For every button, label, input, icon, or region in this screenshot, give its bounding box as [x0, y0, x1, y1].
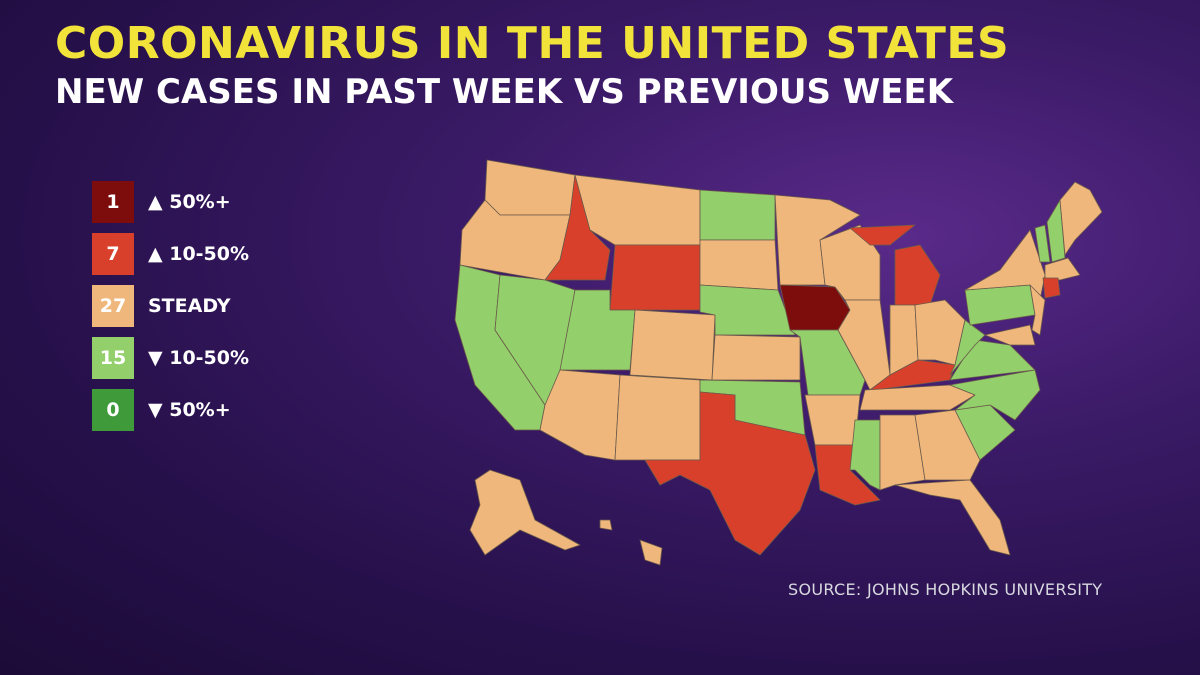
legend-label: ▼ 10-50%: [148, 347, 250, 369]
subtitle: NEW CASES IN PAST WEEK VS PREVIOUS WEEK: [55, 72, 954, 112]
legend-item: 27 STEADY: [92, 280, 249, 332]
legend-item: 15 ▼ 10-50%: [92, 332, 249, 384]
state: [629, 309, 716, 381]
state: [837, 299, 891, 391]
state: [964, 284, 1036, 326]
title: CORONAVIRUS IN THE UNITED STATES: [55, 18, 1010, 69]
state: [1034, 224, 1051, 263]
state: [894, 479, 1011, 556]
state: [984, 324, 1036, 346]
state: [699, 189, 776, 241]
legend: 1 ▲ 50%+ 7 ▲ 10-50% 27 STEADY 15 ▼ 10-50% 0 ▼ 50%…: [92, 176, 249, 436]
legend-count: 1: [92, 181, 134, 223]
state: [849, 224, 916, 246]
legend-label: ▼ 50%+: [148, 399, 231, 421]
legend-item: 7 ▲ 10-50%: [92, 228, 249, 280]
state: [1029, 284, 1046, 336]
legend-count: 27: [92, 285, 134, 327]
state: [711, 334, 801, 381]
legend-count: 15: [92, 337, 134, 379]
source: SOURCE: JOHNS HOPKINS UNIVERSITY: [788, 580, 1103, 599]
legend-item: 1 ▲ 50%+: [92, 176, 249, 228]
state: [859, 384, 976, 411]
state: [894, 244, 941, 306]
state: [949, 369, 1041, 421]
state: [879, 414, 926, 491]
legend-item: 0 ▼ 50%+: [92, 384, 249, 436]
state: [1042, 277, 1061, 299]
legend-count: 7: [92, 233, 134, 275]
state: [949, 319, 986, 376]
state: [804, 394, 861, 446]
state: [1046, 199, 1066, 263]
state: [699, 239, 779, 291]
legend-label: ▲ 50%+: [148, 191, 231, 213]
legend-count: 0: [92, 389, 134, 431]
state: [599, 519, 613, 531]
state: [1044, 257, 1081, 281]
state: [484, 159, 576, 216]
state: [644, 391, 816, 556]
state: [639, 539, 663, 566]
legend-label: ▲ 10-50%: [148, 243, 250, 265]
legend-label: STEADY: [148, 295, 231, 317]
state: [544, 174, 611, 281]
state: [609, 244, 701, 311]
state: [614, 374, 701, 461]
state: [1059, 181, 1103, 256]
state: [469, 469, 581, 556]
